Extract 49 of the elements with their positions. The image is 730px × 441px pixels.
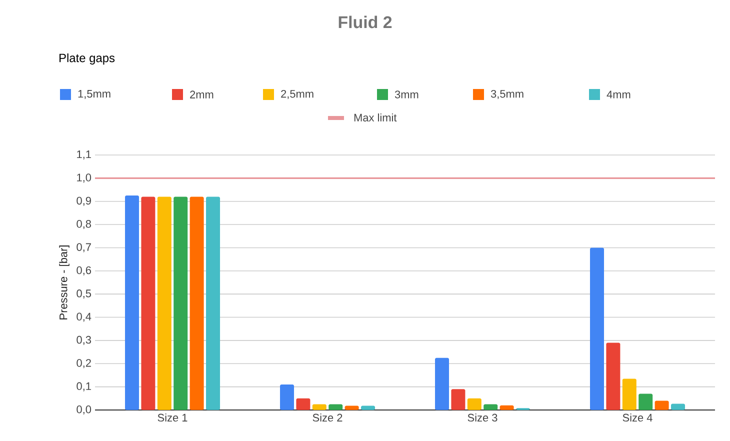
x-tick-label: Size 4 xyxy=(622,414,652,422)
x-tick-label: Size 2 xyxy=(312,414,342,422)
bar xyxy=(206,196,220,410)
y-axis-title: Pressure - [bar] xyxy=(59,246,70,320)
bar xyxy=(500,405,514,410)
bar xyxy=(467,398,482,410)
bar xyxy=(157,196,172,410)
bar xyxy=(671,404,686,410)
legend-label: 2mm xyxy=(190,90,214,98)
bar xyxy=(190,196,204,410)
bar xyxy=(312,404,326,410)
y-tick-label: 0,7 xyxy=(76,243,91,252)
y-tick-label: 0,8 xyxy=(76,220,92,230)
legend-label: 2,5mm xyxy=(281,90,314,100)
y-tick-label: 0,6 xyxy=(76,266,92,276)
bar xyxy=(435,358,450,410)
bar xyxy=(590,248,604,410)
legend-title: Plate gaps xyxy=(60,53,115,65)
x-tick-label: Size 1 xyxy=(158,414,188,422)
legend-label: 3mm xyxy=(394,90,418,98)
bar xyxy=(174,196,188,410)
y-tick-label: 0,3 xyxy=(76,336,92,345)
bar xyxy=(484,404,498,410)
y-tick-label: 0,9 xyxy=(76,196,91,206)
y-tick-label: 0,0 xyxy=(76,405,92,415)
bar xyxy=(451,389,466,410)
legend-label: 1,5mm xyxy=(78,90,110,99)
y-tick-label: 0,5 xyxy=(76,290,92,299)
bar xyxy=(125,196,140,410)
legend-label: 3,5mm xyxy=(490,90,524,100)
bar xyxy=(638,394,653,410)
legend-label: Max limit xyxy=(354,113,397,122)
y-tick-label: 1,0 xyxy=(77,174,92,183)
x-tick-label: Size 3 xyxy=(468,414,498,422)
legend-label: 4mm xyxy=(606,90,630,98)
bar xyxy=(141,196,156,410)
y-tick-label: 0,4 xyxy=(76,312,92,322)
bar xyxy=(622,378,636,410)
y-tick-label: 0,1 xyxy=(76,382,91,392)
bar xyxy=(654,400,669,410)
chart-title: Fluid 2 xyxy=(338,16,392,28)
bar xyxy=(606,342,620,410)
bar xyxy=(296,398,310,410)
bar xyxy=(280,384,294,410)
bar xyxy=(328,404,343,410)
bar xyxy=(344,406,359,410)
y-tick-label: 1,1 xyxy=(77,150,91,160)
y-tick-label: 0,2 xyxy=(76,359,91,368)
bar xyxy=(361,406,376,410)
